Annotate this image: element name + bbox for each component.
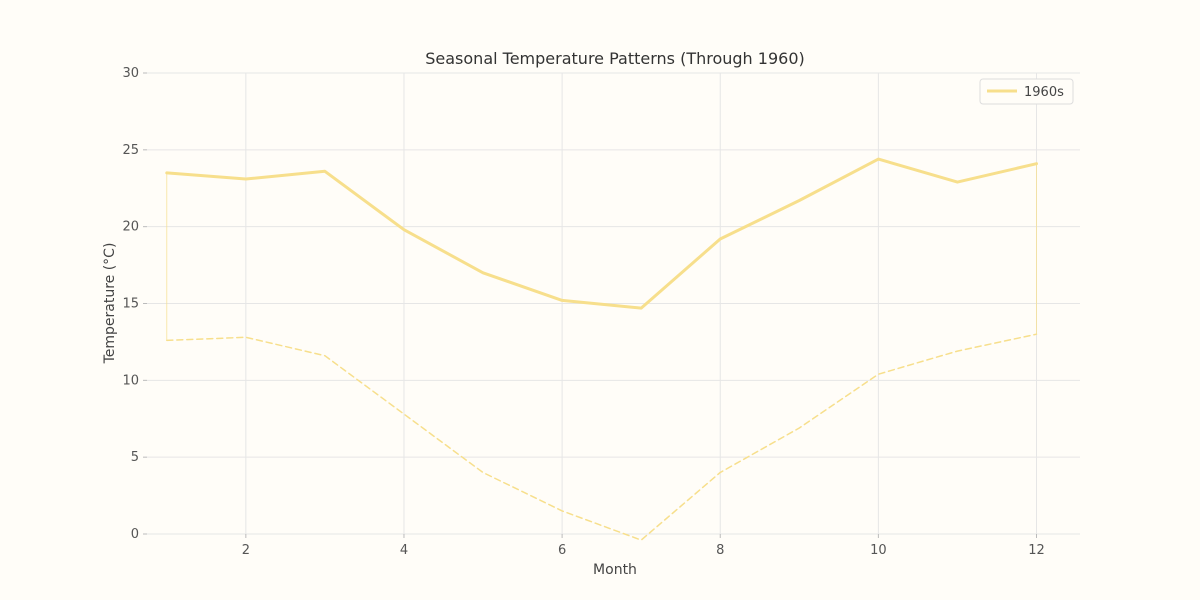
y-tick-label: 15	[122, 297, 139, 312]
y-tick-label: 30	[122, 66, 139, 81]
x-tick-label: 10	[870, 543, 887, 558]
legend-box	[979, 78, 1074, 105]
y-tick-label: 10	[122, 373, 139, 388]
x-tick-label: 2	[242, 543, 250, 558]
chart-title: Seasonal Temperature Patterns (Through 1…	[425, 49, 804, 68]
y-tick-label: 5	[131, 450, 139, 465]
legend: 1960s	[979, 78, 1074, 105]
y-tick-label: 0	[131, 527, 139, 542]
x-tick-label: 12	[1028, 543, 1045, 558]
x-tick-label: 8	[716, 543, 724, 558]
x-axis-title: Month	[593, 562, 637, 578]
legend-label: 1960s	[1024, 85, 1064, 100]
x-tick-label: 6	[558, 543, 566, 558]
y-tick-label: 20	[122, 220, 139, 235]
x-tick-label: 4	[400, 543, 408, 558]
series-line-low	[166, 333, 1038, 541]
y-axis-title: Temperature (°C)	[102, 243, 118, 365]
series-line-high	[165, 157, 1038, 310]
y-tick-label: 25	[122, 143, 139, 158]
